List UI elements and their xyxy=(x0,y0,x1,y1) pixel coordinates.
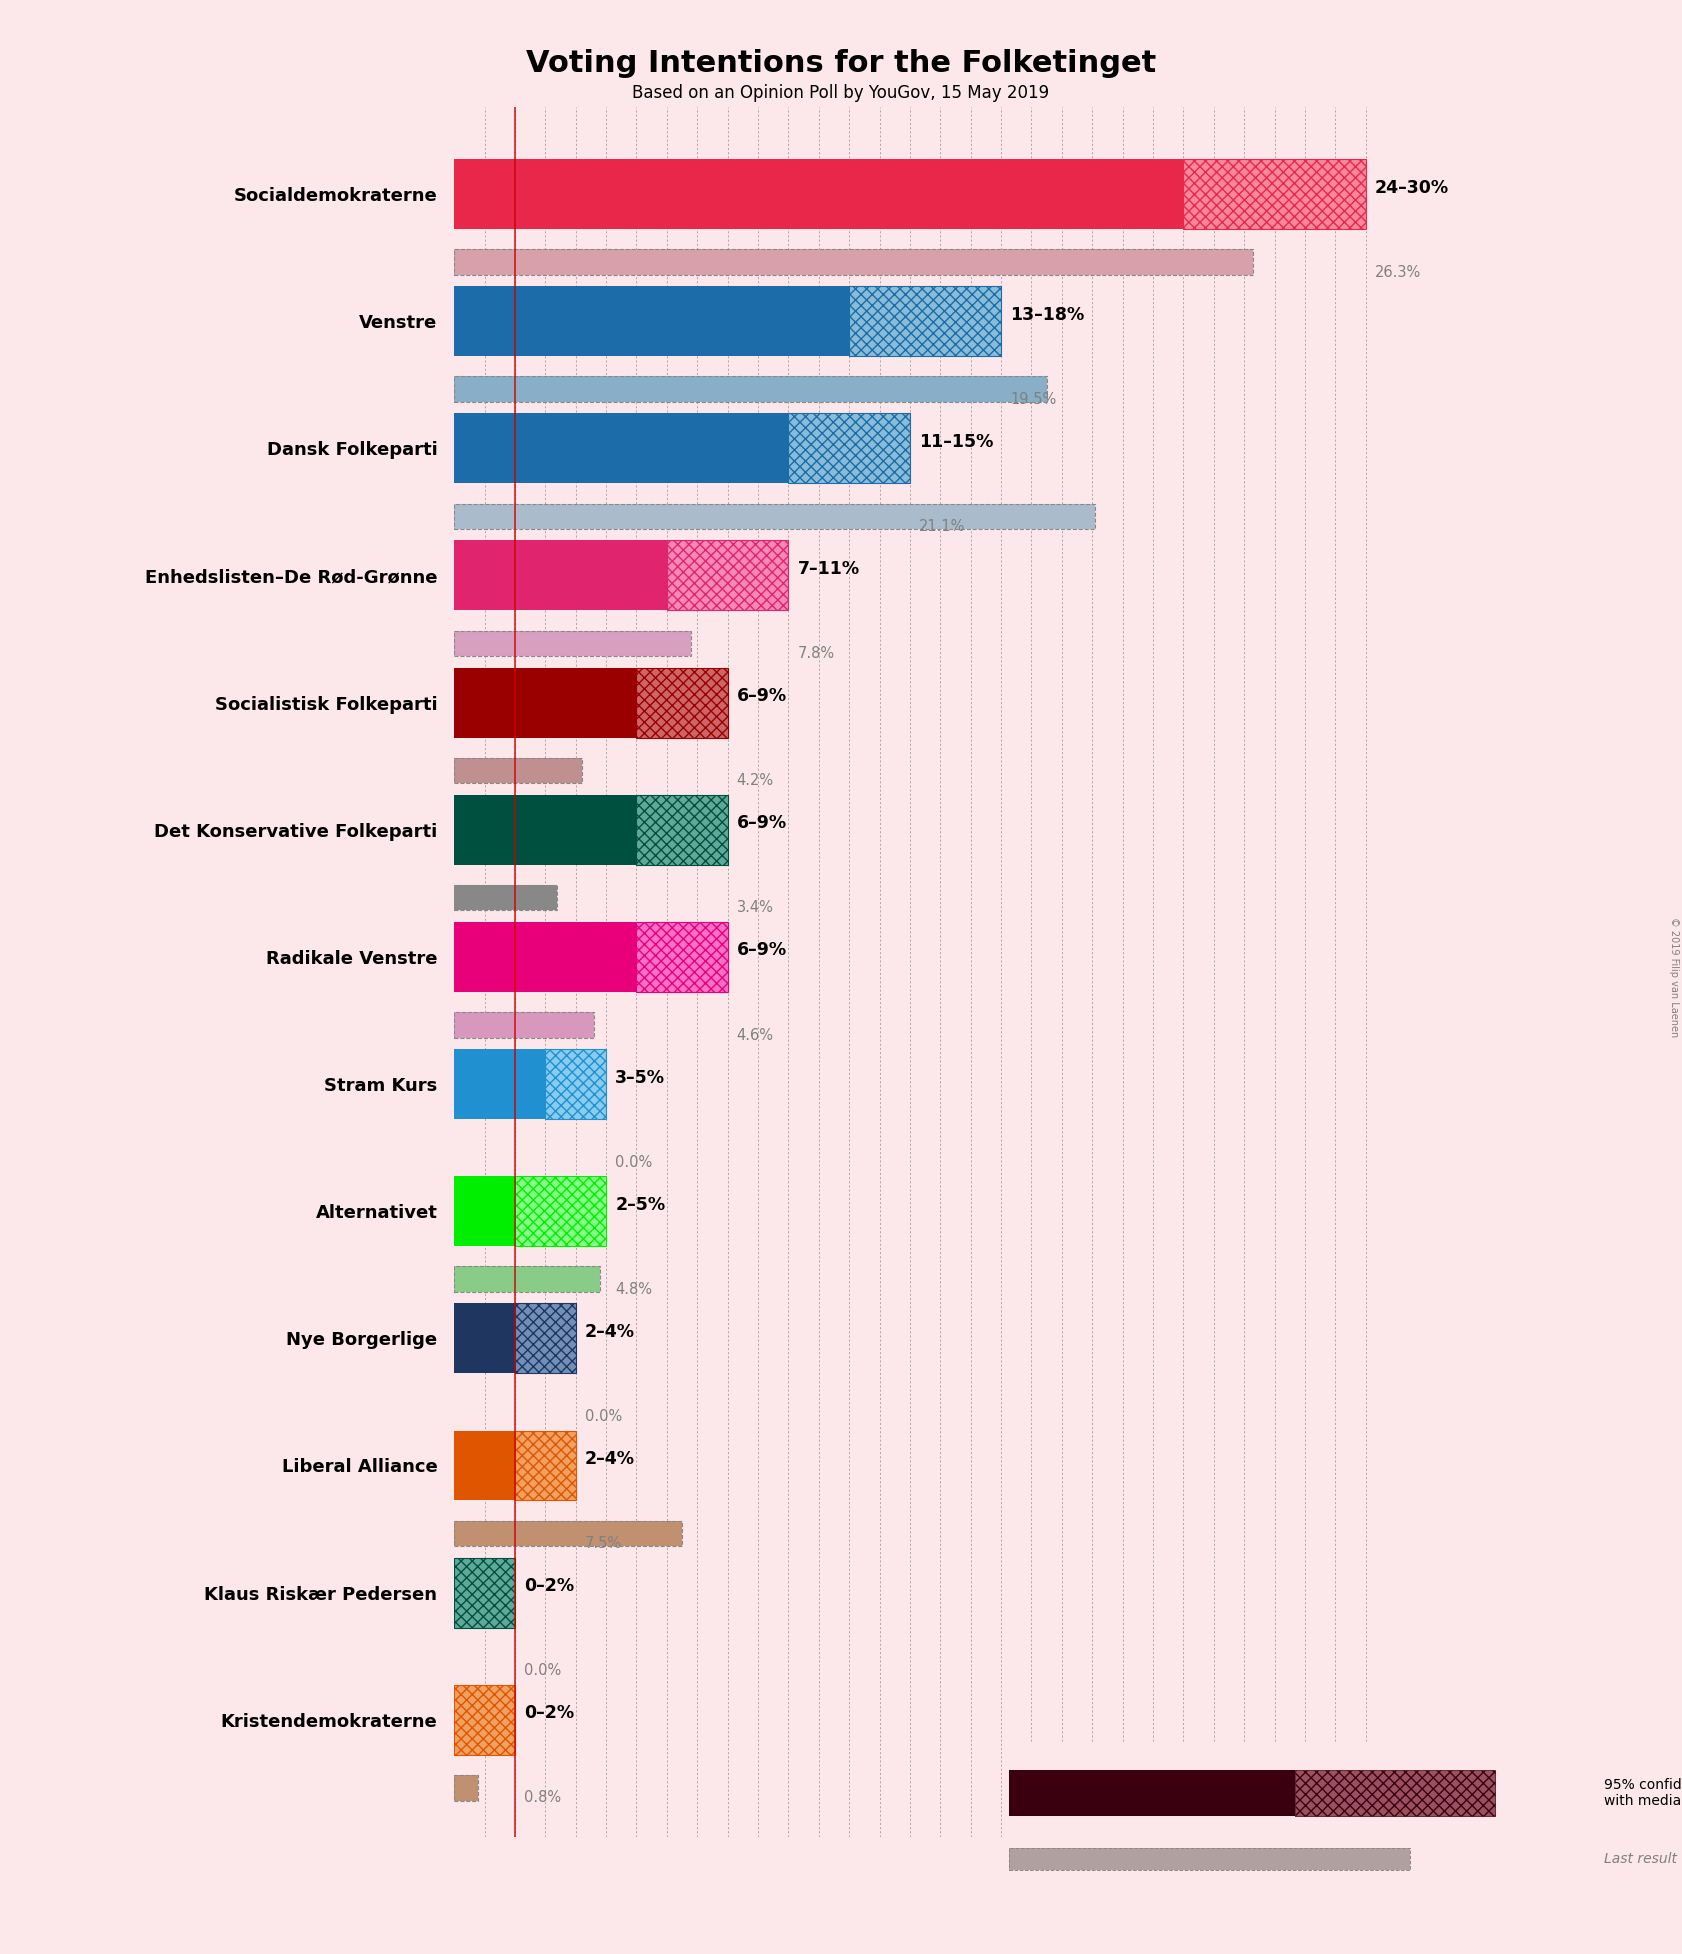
Text: Based on an Opinion Poll by YouGov, 15 May 2019: Based on an Opinion Poll by YouGov, 15 M… xyxy=(632,84,1050,102)
Text: 4.6%: 4.6% xyxy=(737,1028,774,1043)
Text: 2–5%: 2–5% xyxy=(616,1196,666,1213)
Text: 6–9%: 6–9% xyxy=(737,815,787,832)
Bar xyxy=(454,1012,594,1038)
Bar xyxy=(636,668,728,737)
Bar xyxy=(789,414,910,483)
Bar xyxy=(454,1557,515,1628)
Text: 3–5%: 3–5% xyxy=(616,1069,664,1086)
Bar xyxy=(454,668,636,737)
Text: 95% confidence interval
with median: 95% confidence interval with median xyxy=(1605,1778,1682,1807)
Bar xyxy=(1009,1848,1410,1870)
Text: 3.4%: 3.4% xyxy=(737,901,774,914)
Text: 11–15%: 11–15% xyxy=(918,434,994,451)
Bar xyxy=(1295,1770,1495,1817)
Text: 0–2%: 0–2% xyxy=(525,1577,574,1594)
Bar xyxy=(454,1520,681,1546)
Text: © 2019 Filip van Laenen: © 2019 Filip van Laenen xyxy=(1669,916,1679,1038)
Bar xyxy=(454,631,691,657)
Text: 26.3%: 26.3% xyxy=(1374,264,1421,279)
Bar xyxy=(454,250,1253,276)
Bar xyxy=(454,1684,515,1755)
Text: 13–18%: 13–18% xyxy=(1011,305,1085,324)
Bar xyxy=(1184,158,1366,229)
Bar xyxy=(454,504,1095,530)
Text: Last result: Last result xyxy=(1605,1852,1677,1866)
Text: 19.5%: 19.5% xyxy=(1011,393,1056,406)
Bar xyxy=(454,1520,681,1546)
Bar xyxy=(454,504,1095,530)
Bar xyxy=(454,541,666,610)
Bar xyxy=(636,922,728,993)
Bar xyxy=(454,631,691,657)
Text: 7.5%: 7.5% xyxy=(585,1536,622,1551)
Bar xyxy=(454,1303,515,1374)
Bar xyxy=(454,1049,545,1120)
Bar xyxy=(454,414,789,483)
Bar xyxy=(1009,1770,1295,1817)
Bar xyxy=(454,1176,515,1247)
Text: 2–4%: 2–4% xyxy=(585,1450,634,1467)
Bar xyxy=(666,541,789,610)
Bar xyxy=(515,1430,575,1501)
Bar xyxy=(454,1266,600,1292)
Bar xyxy=(454,1430,515,1501)
Text: 24–30%: 24–30% xyxy=(1374,178,1448,197)
Bar xyxy=(454,250,1253,276)
Text: 7–11%: 7–11% xyxy=(797,561,860,578)
Bar xyxy=(454,377,1046,403)
Bar xyxy=(454,922,636,993)
Bar xyxy=(454,158,1184,229)
Text: 4.2%: 4.2% xyxy=(737,774,774,787)
Text: 0.0%: 0.0% xyxy=(616,1155,653,1170)
Bar xyxy=(454,1774,478,1800)
Bar xyxy=(454,758,582,784)
Text: 0–2%: 0–2% xyxy=(525,1704,574,1721)
Text: 2–4%: 2–4% xyxy=(585,1323,634,1340)
Text: 21.1%: 21.1% xyxy=(918,520,965,533)
Bar xyxy=(454,377,1046,403)
Text: 0.8%: 0.8% xyxy=(525,1790,562,1805)
Bar xyxy=(454,795,636,866)
Bar xyxy=(636,795,728,866)
Bar xyxy=(545,1049,606,1120)
Text: 0.0%: 0.0% xyxy=(525,1663,562,1678)
Bar xyxy=(454,1266,600,1292)
Bar xyxy=(1009,1848,1410,1870)
Bar xyxy=(454,1774,478,1800)
Bar xyxy=(454,1012,594,1038)
Bar xyxy=(454,885,557,911)
Bar xyxy=(454,885,557,911)
Bar xyxy=(454,758,582,784)
Bar xyxy=(849,285,1001,356)
Text: 4.8%: 4.8% xyxy=(616,1282,653,1297)
Text: 7.8%: 7.8% xyxy=(797,647,834,660)
Text: 6–9%: 6–9% xyxy=(737,688,787,705)
Text: 0.0%: 0.0% xyxy=(585,1409,622,1424)
Text: 6–9%: 6–9% xyxy=(737,942,787,959)
Bar xyxy=(515,1303,575,1374)
Text: Voting Intentions for the Folketinget: Voting Intentions for the Folketinget xyxy=(526,49,1156,78)
Bar xyxy=(515,1176,606,1247)
Bar xyxy=(454,285,849,356)
